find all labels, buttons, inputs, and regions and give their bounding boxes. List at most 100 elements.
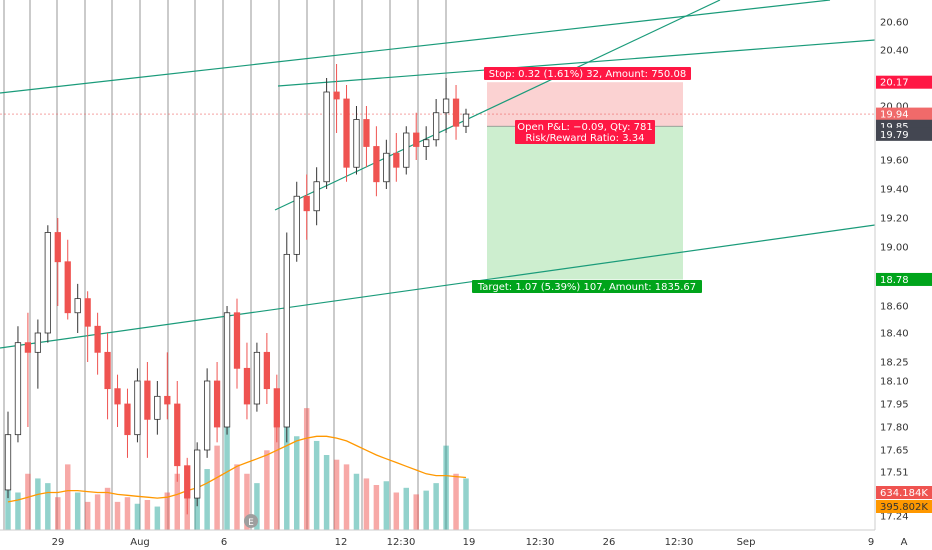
candle-body — [104, 351, 111, 390]
level-price-tag-text: 19.79 — [880, 130, 909, 141]
candle-body — [383, 152, 390, 183]
volume-bar — [343, 464, 350, 530]
volume-bar — [154, 506, 161, 530]
stop-label[interactable]: Stop: 0.32 (1.61%) 32, Amount: 750.08 — [484, 67, 691, 80]
stop-zone — [487, 82, 683, 127]
candle-body — [213, 380, 221, 428]
trendline[interactable] — [274, 0, 721, 211]
candle-body — [263, 351, 271, 390]
candle-body — [144, 380, 151, 420]
price-tick: 17.51 — [880, 468, 909, 479]
volume-ma-tag-text: 395.802K — [880, 502, 928, 513]
earnings-icon-label: E — [248, 518, 254, 528]
stop-price-tag[interactable]: 20.17 — [876, 75, 932, 89]
candle-body — [203, 380, 211, 451]
candle-body — [64, 261, 71, 314]
volume-bar — [65, 464, 71, 530]
candle-body — [174, 403, 181, 467]
candle-body — [194, 449, 201, 499]
candle-body — [243, 367, 251, 405]
trendline[interactable] — [277, 39, 876, 87]
volume-bar — [383, 481, 390, 530]
price-tick: 18.25 — [880, 358, 909, 369]
trendline[interactable] — [0, 224, 876, 349]
time-tick: 12:30 — [526, 537, 555, 548]
time-tick: Aug — [130, 537, 150, 548]
earnings-icon[interactable] — [244, 514, 258, 528]
trendline[interactable] — [0, 0, 831, 94]
volume-bar — [294, 436, 300, 530]
time-tick: 12:30 — [665, 537, 694, 548]
volume-bar — [333, 459, 340, 530]
volume-bar — [274, 398, 280, 530]
candle-body — [283, 253, 290, 428]
candle-body — [373, 146, 380, 183]
price-axis[interactable]: 20.60 20.40 20.00 19.60 19.40 19.20 19.00 18.60… — [874, 0, 932, 530]
volume-bar — [313, 440, 320, 530]
price-tick: 17.95 — [880, 400, 909, 411]
candle-body — [94, 325, 101, 353]
price-tick: 17.24 — [880, 512, 909, 523]
volume-bar — [144, 500, 151, 530]
candle-body — [452, 98, 460, 127]
candle-body — [184, 465, 191, 499]
time-tick: 12:30 — [387, 537, 416, 548]
volume-bar — [84, 501, 91, 530]
time-tick: 9 — [868, 537, 874, 548]
target-price-tag-text: 18.78 — [880, 275, 909, 286]
candle-body — [134, 380, 141, 436]
candles — [4, 64, 470, 515]
candle-body — [432, 112, 440, 141]
volume-bar — [234, 464, 240, 530]
volume-bar — [194, 483, 200, 530]
last-price-tag[interactable]: 19.94 — [876, 107, 932, 121]
candle-body — [323, 91, 330, 183]
level-price-tag[interactable]: 19.79 — [876, 127, 932, 141]
target-price-tag-box — [876, 272, 932, 286]
candle-body — [124, 403, 131, 436]
volume-ma-tag[interactable]: 395.802K — [876, 500, 932, 513]
volume-bar — [134, 503, 141, 530]
candle-body — [74, 298, 81, 314]
time-axis[interactable]: 29 Aug 6 12 12:30 19 12:30 26 12:30 Sep 9 A — [0, 529, 908, 548]
candle-body — [343, 98, 350, 168]
target-label[interactable]: Target: 1.07 (5.39%) 107, Amount: 1835.6… — [472, 280, 702, 293]
position-zones — [0, 82, 875, 280]
price-tick: 19.60 — [880, 156, 909, 167]
stop-label-box — [484, 67, 691, 80]
volume-bar — [74, 492, 81, 530]
time-tick: 12 — [335, 537, 348, 548]
volume-bar — [15, 492, 21, 530]
volume-bar — [323, 455, 330, 530]
auto-scale-button[interactable]: A — [901, 537, 908, 548]
volume-bar — [214, 445, 220, 530]
volume-tag-text: 634.184K — [880, 488, 928, 499]
level-price-tag-box — [876, 127, 932, 141]
position-labels[interactable]: Stop: 0.32 (1.61%) 32, Amount: 750.08 Ope… — [472, 67, 702, 293]
target-label-text: Target: 1.07 (5.39%) 107, Amount: 1835.6… — [477, 282, 696, 293]
candle-body — [313, 181, 320, 212]
volume-bar — [363, 478, 370, 530]
volume-bar — [174, 473, 180, 530]
price-tick: 18.10 — [880, 377, 909, 388]
time-tick: Sep — [737, 537, 756, 548]
target-price-tag[interactable]: 18.78 — [876, 272, 932, 286]
price-tick: 19.40 — [880, 185, 909, 196]
vertical-grid-lines — [3, 0, 447, 530]
volume-bar — [463, 478, 469, 530]
last-price-tag-text: 19.94 — [880, 110, 909, 121]
price-tick: 20.40 — [880, 46, 909, 57]
event-marker[interactable]: E — [244, 514, 258, 528]
volume-bar — [244, 473, 250, 530]
candle-body — [4, 434, 12, 491]
volume-bar — [433, 483, 439, 530]
volume-bar — [303, 408, 310, 530]
volume-tag[interactable]: 634.184K — [876, 486, 932, 499]
price-tick: 20.00 — [880, 102, 909, 113]
price-tick: 18.60 — [880, 302, 909, 313]
candle-body — [403, 132, 410, 168]
volume-bar — [35, 478, 41, 530]
trendlines[interactable] — [0, 0, 876, 349]
